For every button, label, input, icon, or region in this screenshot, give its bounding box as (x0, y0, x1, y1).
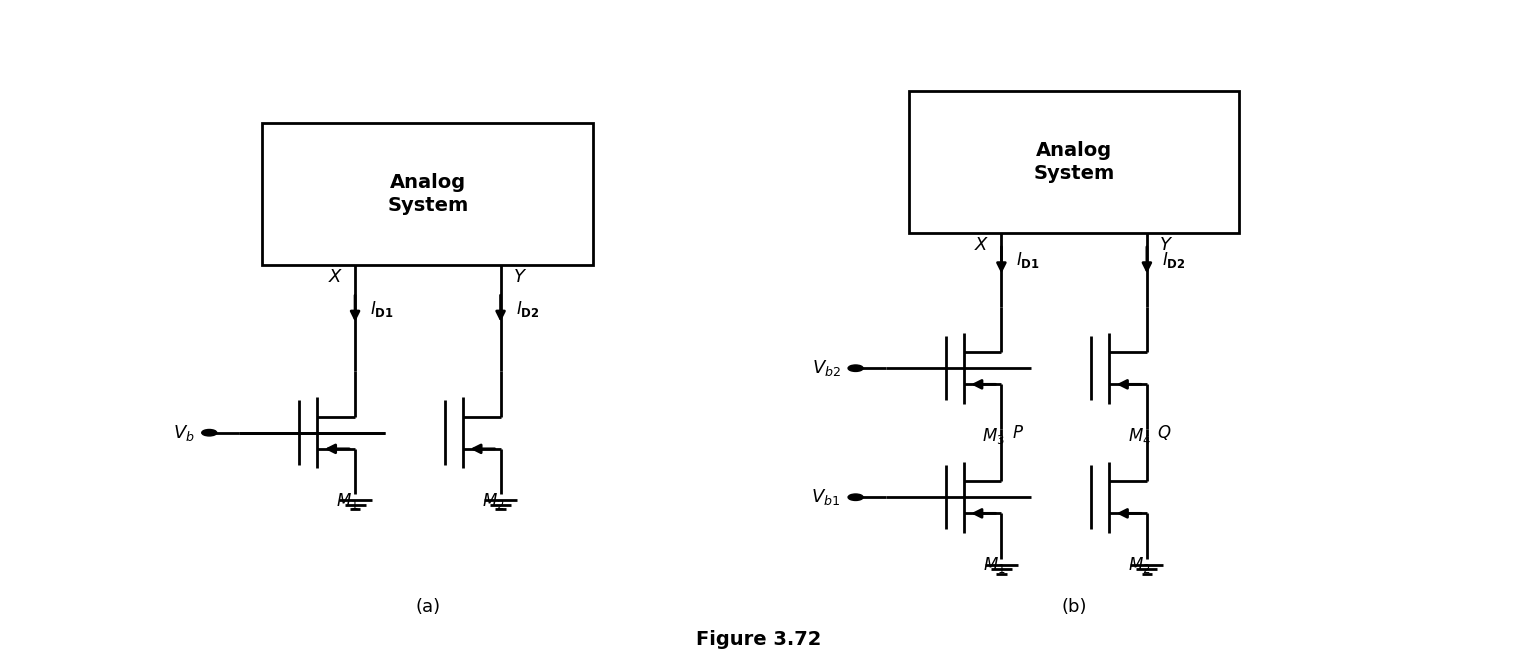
Text: $M_1$: $M_1$ (337, 491, 360, 511)
Text: $I_{\mathbf{D1}}$: $I_{\mathbf{D1}}$ (1016, 250, 1041, 270)
Circle shape (202, 430, 217, 436)
Text: (a): (a) (416, 598, 440, 616)
Text: $M_2$: $M_2$ (1129, 556, 1151, 575)
Text: $Y$: $Y$ (513, 268, 526, 286)
Text: $X$: $X$ (328, 268, 343, 286)
Bar (262, 123, 593, 265)
Text: $I_{\mathbf{D2}}$: $I_{\mathbf{D2}}$ (1162, 250, 1185, 270)
Circle shape (848, 494, 863, 500)
Text: $M_2$: $M_2$ (482, 491, 504, 511)
Text: $M_3$: $M_3$ (983, 426, 1006, 446)
Text: (b): (b) (1062, 598, 1086, 616)
Text: $Y$: $Y$ (1159, 236, 1173, 254)
Text: $X$: $X$ (974, 236, 989, 254)
Text: Figure 3.72: Figure 3.72 (696, 629, 821, 648)
Text: $M_1$: $M_1$ (983, 556, 1006, 575)
Text: $P$: $P$ (1012, 424, 1024, 442)
Text: $Q$: $Q$ (1157, 423, 1171, 442)
Text: $M_4$: $M_4$ (1127, 426, 1151, 446)
Bar (909, 91, 1239, 233)
Text: $V_b$: $V_b$ (173, 422, 194, 443)
Text: $V_{b2}$: $V_{b2}$ (812, 358, 840, 378)
Text: $I_{\mathbf{D1}}$: $I_{\mathbf{D1}}$ (370, 299, 394, 318)
Text: $I_{\mathbf{D2}}$: $I_{\mathbf{D2}}$ (516, 299, 539, 318)
Text: Analog
System: Analog System (1033, 140, 1115, 183)
Circle shape (848, 365, 863, 372)
Text: $V_{b1}$: $V_{b1}$ (812, 487, 840, 507)
Text: Analog
System: Analog System (387, 173, 469, 215)
